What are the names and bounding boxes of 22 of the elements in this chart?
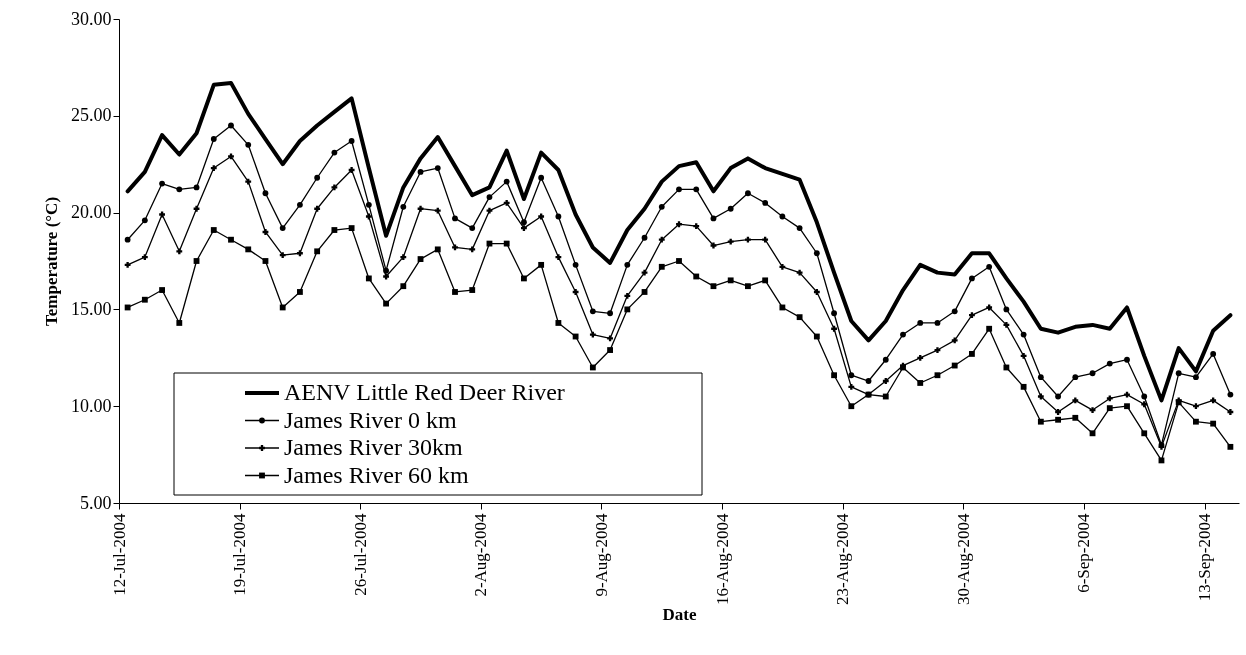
x-tick-label: 30-Aug-2004 (953, 513, 973, 606)
x-tick-label: 19-Jul-2004 (230, 513, 250, 596)
x-tick-label: 16-Aug-2004 (712, 513, 732, 606)
y-tick-label: 5.00 (80, 492, 112, 513)
y-tick-label: 15.00 (71, 298, 112, 319)
y-tick-label: 20.00 (71, 202, 112, 223)
y-axis-title: Temperature (°C) (42, 196, 61, 327)
y-tick-label: 30.00 (71, 8, 112, 29)
x-tick-label: 26-Jul-2004 (350, 513, 370, 596)
x-tick-label: 6-Sep-2004 (1074, 513, 1094, 593)
x-tick-label: 9-Aug-2004 (591, 513, 611, 597)
y-tick-label: 10.00 (71, 395, 112, 416)
x-tick-label: 2-Aug-2004 (471, 513, 491, 597)
x-tick-label: 23-Aug-2004 (833, 513, 853, 606)
legend-label: James River 0 km (284, 406, 457, 433)
x-tick-label: 12-Jul-2004 (109, 513, 129, 596)
legend-label: AENV Little Red Deer River (284, 379, 565, 405)
x-tick-label: 13-Sep-2004 (1195, 513, 1215, 602)
legend-label: James River 60 km (284, 461, 469, 488)
legend-label: James River 30km (284, 434, 463, 460)
x-axis-title: Date (662, 605, 697, 625)
y-tick-label: 25.00 (71, 105, 112, 126)
